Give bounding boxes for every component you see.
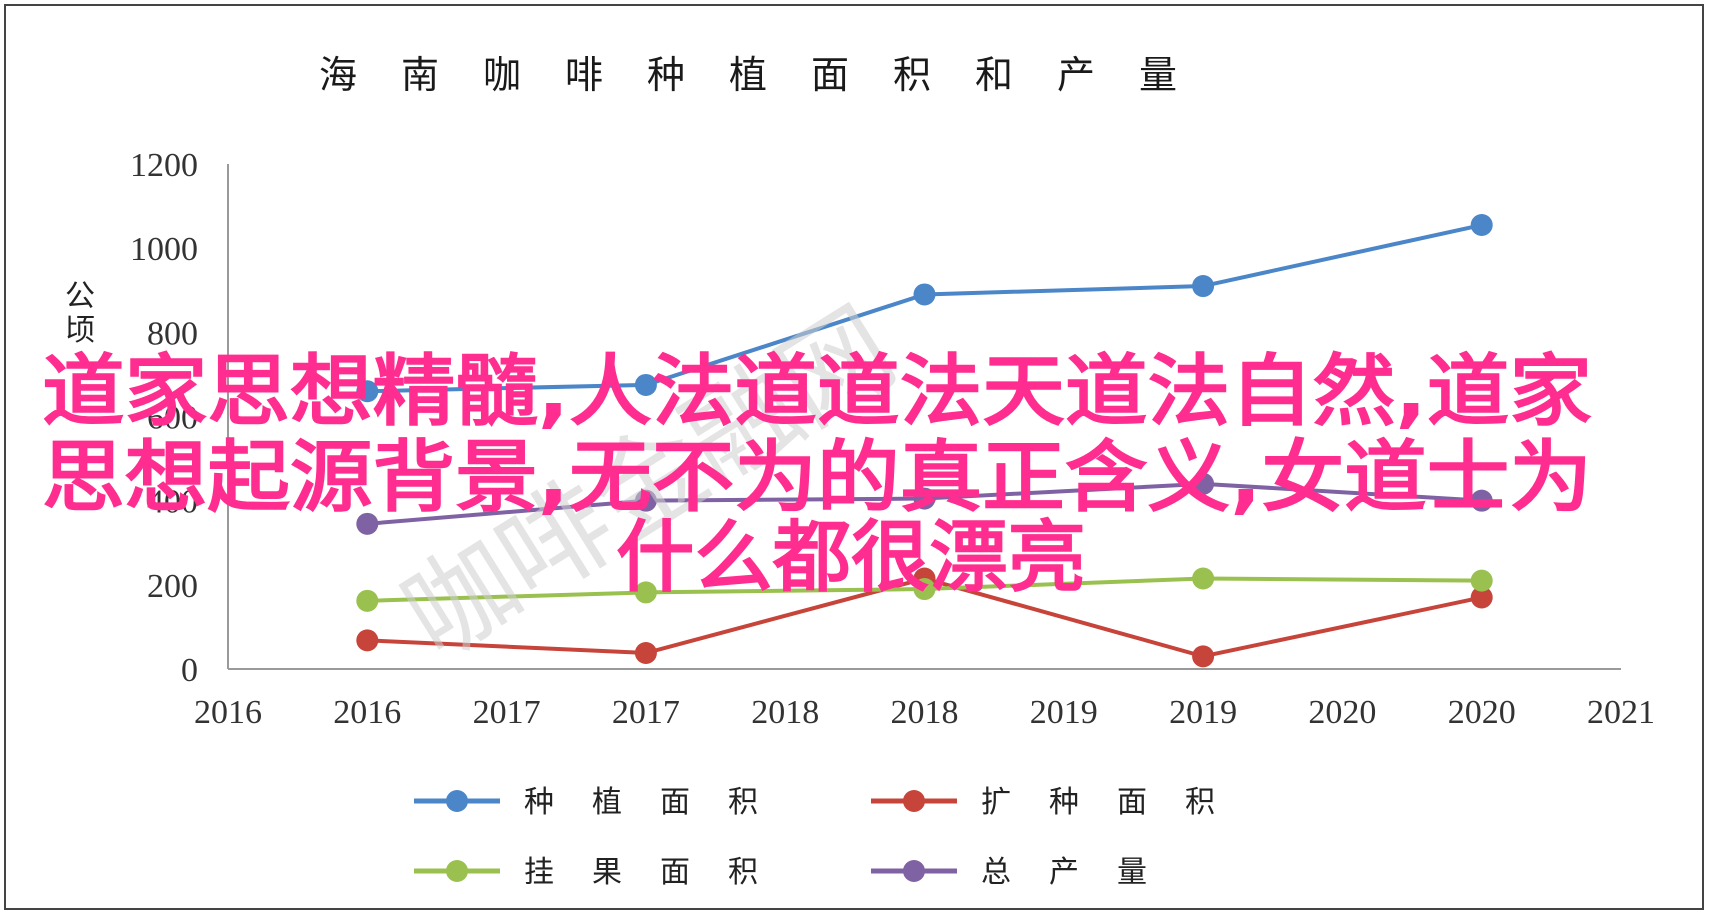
chart-svg: 海南咖啡种植面积和产量 公顷 0 200 400 600 800 1000 1200 201… (42, 53, 1655, 890)
x-tick-label: 2016 (333, 694, 401, 731)
legend-item: 种植面积 (414, 785, 796, 820)
series-种植面积 (356, 214, 1493, 403)
overlay-line-1: 道家思想精髓,人法道道法天道法自然,道家 (42, 347, 1592, 437)
data-point (634, 642, 657, 665)
data-point (1192, 645, 1215, 668)
y-tick-label: 0 (181, 652, 198, 689)
y-tick-label: 1200 (130, 147, 198, 184)
data-point (634, 581, 657, 604)
data-point (356, 589, 379, 612)
series-挂果面积 (356, 567, 1493, 612)
overlay-line-3: 什么都很漂亮 (616, 513, 1086, 603)
overlay-caption: 道家思想精髓,人法道道法天道法自然,道家 思想起源背景,无不为的真正含义,女道士… (42, 347, 1592, 603)
y-tick-labels: 0 200 400 600 800 1000 1200 (130, 147, 198, 689)
y-tick-label: 600 (147, 400, 198, 437)
x-tick-label: 2020 (1448, 694, 1516, 731)
y-tick-label: 400 (147, 484, 198, 521)
y-tick-label: 200 (147, 568, 198, 605)
legend-swatch-dot (446, 790, 468, 812)
axes (227, 164, 1621, 670)
data-point (1192, 275, 1215, 298)
chart-frame: 海南咖啡种植面积和产量 公顷 0 200 400 600 800 1000 1200 201… (4, 4, 1704, 910)
y-axis-label-char: 公 (65, 279, 95, 314)
data-point (1470, 489, 1493, 512)
data-point (913, 578, 936, 601)
y-axis-label: 公顷 (65, 279, 95, 348)
legend-swatch-dot (446, 860, 468, 882)
data-point (356, 512, 379, 535)
legend-label: 总产量 (981, 855, 1185, 890)
series-layer (356, 214, 1493, 668)
x-tick-label: 2016 (194, 694, 262, 731)
legend-label: 挂果面积 (524, 855, 796, 890)
legend-label: 种植面积 (524, 785, 796, 820)
data-point (356, 629, 379, 652)
data-point (634, 373, 657, 396)
legend-item: 扩种面积 (871, 785, 1253, 820)
data-point (913, 283, 936, 306)
data-point (1470, 586, 1493, 609)
x-tick-label: 2018 (891, 694, 959, 731)
x-tick-label: 2018 (751, 694, 819, 731)
x-tick-label: 2017 (473, 694, 541, 731)
x-tick-label: 2021 (1587, 694, 1655, 731)
y-axis-label-char: 顷 (65, 313, 95, 348)
overlay-line-2: 思想起源背景,无不为的真正含义,女道士为 (42, 433, 1592, 523)
chart-title: 海南咖啡种植面积和产量 (319, 53, 1221, 97)
legend-item: 挂果面积 (414, 855, 796, 890)
y-tick-label: 800 (147, 315, 198, 352)
data-point (356, 380, 379, 403)
data-point (1192, 472, 1215, 495)
legend-item: 总产量 (871, 855, 1185, 890)
x-tick-label: 2017 (612, 694, 680, 731)
x-tick-label: 2019 (1169, 694, 1237, 731)
data-point (1470, 214, 1493, 237)
legend-swatch-dot (903, 790, 925, 812)
series-总产量 (356, 472, 1493, 535)
data-point (1470, 569, 1493, 592)
data-point (634, 489, 657, 512)
y-tick-label: 1000 (130, 231, 198, 268)
x-tick-label: 2020 (1308, 694, 1376, 731)
x-tick-label: 2019 (1030, 694, 1098, 731)
x-tick-labels: 2016 2016 2017 2017 2018 2018 2019 2019 2020 2020… (194, 694, 1655, 731)
data-point (1192, 567, 1215, 590)
data-point (913, 487, 936, 510)
legend-swatch-dot (903, 860, 925, 882)
legend-label: 扩种面积 (981, 785, 1253, 820)
